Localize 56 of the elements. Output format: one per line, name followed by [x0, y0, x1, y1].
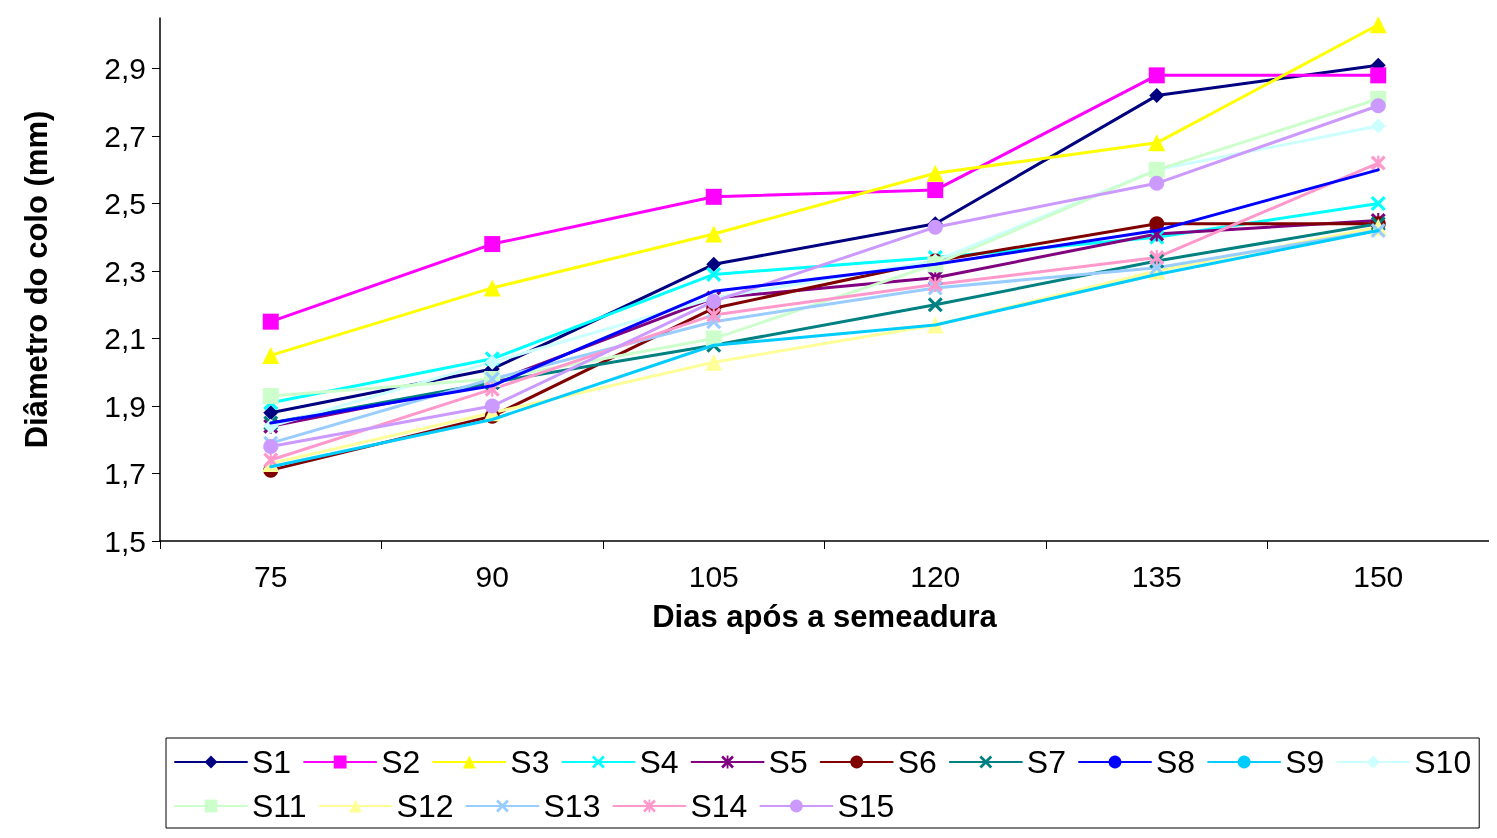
- point: [706, 266, 722, 282]
- point: [1149, 88, 1165, 104]
- legend-label: S4: [639, 744, 679, 780]
- x-tick-label: 135: [1131, 559, 1182, 593]
- point: [483, 279, 501, 297]
- legend-label: S15: [837, 788, 895, 824]
- point: [705, 225, 723, 243]
- point: [262, 346, 280, 364]
- point: [926, 164, 944, 182]
- point: [705, 188, 722, 205]
- x-tick-label: 120: [910, 559, 961, 593]
- point: [1149, 175, 1165, 191]
- legend-label: S2: [381, 744, 421, 780]
- legend-label: S6: [897, 744, 937, 780]
- legend-label: S11: [252, 788, 307, 824]
- y-tick-label: 2,9: [104, 52, 146, 86]
- point: [1148, 67, 1165, 84]
- y-tick-label: 2,1: [104, 322, 146, 356]
- legend-label: S13: [543, 788, 601, 824]
- x-tick-label: 105: [688, 559, 739, 593]
- point: [927, 182, 944, 199]
- point: [1370, 118, 1386, 134]
- y-tick-label: 2,5: [104, 187, 146, 221]
- point: [484, 398, 500, 414]
- legend-label: S9: [1285, 744, 1325, 780]
- point: [1369, 16, 1387, 34]
- x-tick-label: 90: [475, 559, 509, 593]
- point: [484, 236, 501, 253]
- legend-label: S14: [690, 788, 748, 824]
- y-tick-label: 1,5: [104, 524, 146, 558]
- point: [262, 313, 279, 330]
- legend-label: S5: [768, 744, 808, 780]
- y-tick-label: 2,7: [104, 119, 146, 153]
- legend-label: S8: [1155, 744, 1196, 780]
- legend-label: S1: [252, 744, 292, 780]
- legend-label: S12: [396, 788, 454, 824]
- x-tick-label: 75: [254, 559, 288, 593]
- point: [1370, 67, 1387, 84]
- y-tick-label: 1,9: [104, 389, 146, 423]
- legend-label: S7: [1026, 744, 1066, 780]
- point: [1148, 134, 1166, 152]
- point: [263, 439, 279, 455]
- point: [1370, 196, 1386, 212]
- x-tick-label: 150: [1353, 559, 1404, 593]
- legend-label: S10: [1414, 744, 1472, 780]
- legend-label: S3: [510, 744, 550, 780]
- y-tick-label: 1,7: [104, 457, 146, 491]
- point: [706, 256, 722, 272]
- x-axis-title: Dias após a semeadura: [652, 599, 998, 634]
- point: [927, 297, 943, 313]
- y-axis-title: Diâmetro do colo (mm): [19, 110, 54, 449]
- point: [263, 405, 279, 421]
- y-tick-label: 2,3: [104, 254, 146, 288]
- point: [705, 353, 723, 371]
- point: [262, 387, 279, 404]
- point: [1370, 98, 1386, 114]
